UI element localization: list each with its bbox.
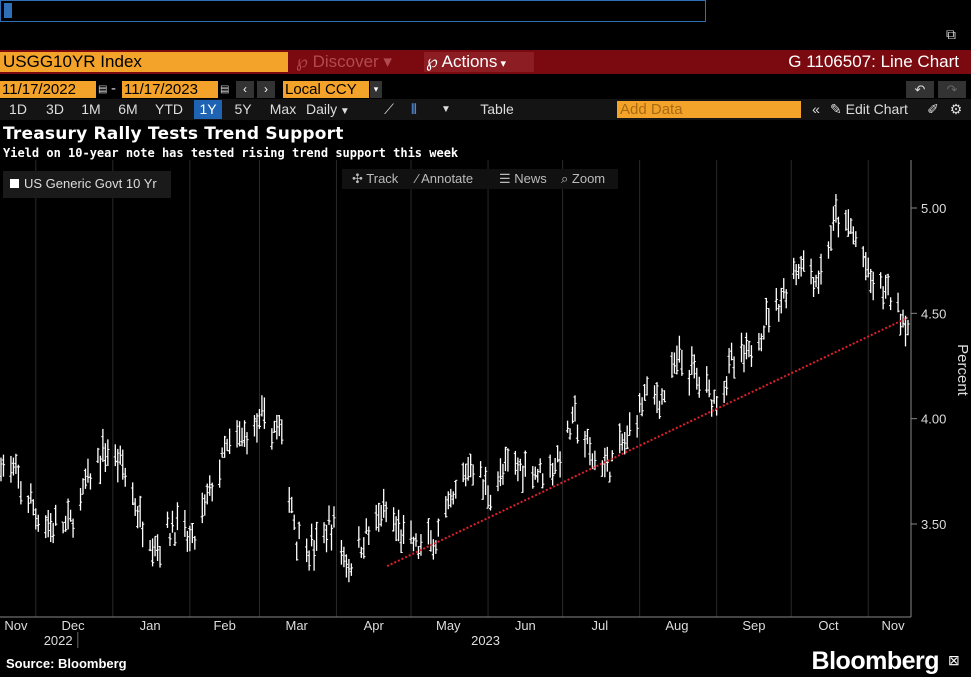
x-tick-label: Sep [742, 618, 765, 633]
collapse-icon[interactable]: « [812, 101, 820, 117]
chart-tools-bar [342, 169, 618, 189]
discover-icon: ℘ [296, 52, 313, 71]
chevron-down-icon: ▾ [378, 52, 392, 71]
bloomberg-logo: Bloomberg [811, 647, 940, 675]
actions-label: Actions [441, 52, 498, 71]
redo-icon[interactable]: ↷ [938, 81, 966, 98]
chart-canvas[interactable]: Nov Dec Jan Feb Mar Apr May Jun Jul Aug Sep Oct Nov 2… [0, 160, 971, 655]
y-tick-label: 5.00 [921, 201, 946, 216]
pencil-icon: ∕ [416, 171, 422, 186]
track-label: Track [366, 171, 399, 186]
x-tick-label: Nov [4, 618, 28, 633]
x-tick-label: Dec [62, 618, 86, 633]
legend-swatch [10, 179, 19, 188]
annotate-label: Annotate [421, 171, 474, 186]
gear-icon[interactable]: ⚙ [949, 101, 963, 117]
undo-icon[interactable]: ↶ [906, 81, 934, 98]
currency-select[interactable]: Local CCY [283, 81, 369, 98]
previous-period-button[interactable]: ‹ [236, 81, 254, 98]
calendar-icon[interactable]: ▤ [220, 84, 230, 95]
annotate-tool-icon[interactable]: ✐ [927, 101, 939, 117]
annotate-tool[interactable]: ∕ Annotate [416, 171, 473, 186]
edit-chart-label: Edit Chart [845, 101, 908, 117]
x-year-label: 2023 [471, 633, 500, 648]
period-1d[interactable]: 1D [9, 101, 27, 117]
source-note: Source: Bloomberg [6, 656, 127, 671]
x-tick-label: May [436, 618, 461, 633]
frequency-label: Daily [306, 101, 338, 117]
bar-chart-icon[interactable]: ⫴ [411, 101, 417, 117]
line-chart-icon[interactable]: ⟋ [384, 101, 394, 117]
news-tool[interactable]: ☰ News [499, 171, 547, 187]
x-tick-label: Oct [818, 618, 839, 633]
edit-chart-button[interactable]: ✎ Edit Chart [830, 100, 918, 119]
next-period-button[interactable]: › [257, 81, 275, 98]
security-ticker[interactable]: USGG10YR Index [0, 52, 288, 72]
frequency-select[interactable]: Daily ▼ [306, 100, 374, 119]
period-6m[interactable]: 6M [118, 101, 138, 117]
discover-menu[interactable]: ℘ Discover ▾ [296, 52, 392, 72]
legend [3, 171, 171, 198]
period-1y[interactable]: 1Y [194, 100, 222, 119]
trend-support-line [386, 316, 909, 568]
track-tool[interactable]: ✣ Track [352, 171, 398, 187]
actions-icon: ℘ [426, 52, 442, 71]
add-data-input[interactable]: Add Data [617, 101, 801, 118]
legend-label: US Generic Govt 10 Yr [24, 176, 157, 191]
chart-window-title: G 1106507: Line Chart [788, 52, 959, 71]
news-label: News [514, 171, 547, 186]
magnifier-icon: ⌕ [561, 171, 572, 186]
y-axis-label: Percent [954, 344, 971, 396]
chart-subheadline: Yield on 10-year note has tested rising … [3, 146, 459, 160]
list-icon: ☰ [499, 171, 515, 186]
chevron-down-icon: ▼ [337, 106, 350, 117]
actions-menu[interactable]: ℘ Actions ▾ [424, 52, 534, 72]
x-tick-label: Mar [286, 618, 309, 633]
chevron-down-icon[interactable]: ▾ [370, 81, 382, 98]
period-max[interactable]: Max [269, 101, 297, 117]
y-tick-label: 4.50 [921, 306, 946, 321]
x-tick-label: Apr [364, 618, 385, 633]
crosshair-icon: ✣ [352, 171, 367, 186]
end-date-field[interactable]: 11/17/2023 [122, 81, 218, 98]
chevron-down-icon[interactable]: ▼ [441, 104, 451, 115]
table-button[interactable]: Table [480, 101, 514, 117]
x-tick-label: Jul [592, 618, 609, 633]
discover-label: Discover [312, 52, 379, 71]
zoom-label: Zoom [571, 171, 606, 186]
popout-icon[interactable]: ⧉ [946, 26, 956, 42]
x-tick-label: Jan [140, 618, 161, 633]
pencil-icon: ✎ [830, 101, 846, 117]
period-5y[interactable]: 5Y [234, 101, 252, 117]
zoom-tool[interactable]: ⌕ Zoom [561, 171, 605, 187]
x-tick-label: Jun [515, 618, 536, 633]
x-tick-label: Nov [882, 618, 906, 633]
command-line-input[interactable] [0, 0, 706, 22]
calendar-icon[interactable]: ▤ [98, 84, 108, 95]
x-tick-label: Aug [665, 618, 688, 633]
command-cursor [4, 3, 12, 18]
x-tick-label: Feb [213, 618, 235, 633]
bloomberg-mark-icon: ⊠ [948, 652, 960, 668]
y-tick-label: 3.50 [921, 517, 946, 532]
period-ytd[interactable]: YTD [155, 101, 183, 117]
chevron-down-icon: ▾ [497, 58, 506, 70]
chart-headline: Treasury Rally Tests Trend Support [3, 124, 344, 144]
period-1m[interactable]: 1M [81, 101, 101, 117]
y-tick-label: 4.00 [921, 412, 946, 427]
start-date-field[interactable]: 11/17/2022 [0, 81, 96, 98]
date-separator: - [111, 80, 116, 97]
period-3d[interactable]: 3D [46, 101, 64, 117]
x-year-label: 2022 [44, 633, 73, 648]
